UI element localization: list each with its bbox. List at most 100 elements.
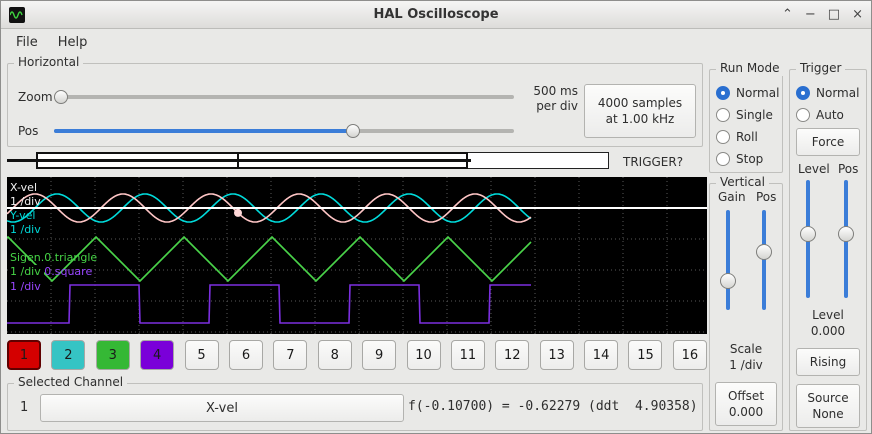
scope-canvas	[6, 177, 707, 334]
triangle-trace	[6, 235, 532, 283]
maximize-icon[interactable]: □	[827, 6, 841, 22]
zoom-slider[interactable]	[54, 90, 514, 104]
per-div-line1: 500 ms	[533, 84, 578, 98]
samples-line2: at 1.00 kHz	[605, 112, 675, 126]
selected-channel-group: Selected Channel 1 X-vel f(-0.10700) = -…	[7, 375, 703, 431]
trigger-level-slider[interactable]	[800, 180, 816, 298]
title-bar: HAL Oscilloscope ⌃ − □ ×	[1, 1, 871, 29]
radio-selected-icon	[796, 86, 810, 100]
trigger-mode-option-label: Normal	[816, 86, 860, 100]
radio-selected-icon	[716, 86, 730, 100]
run-mode-option-label: Stop	[736, 152, 764, 166]
trigger-mode-option-auto[interactable]: Auto	[796, 104, 859, 126]
vertical-group-title: Vertical	[716, 175, 769, 190]
radio-unselected-icon	[716, 152, 730, 166]
scope-label: 1 /div	[10, 195, 41, 208]
pos-slider-fill	[54, 129, 354, 133]
offset-button[interactable]: Offset 0.000	[715, 382, 777, 426]
run-mode-option-normal[interactable]: Normal	[716, 82, 779, 104]
run-mode-title: Run Mode	[716, 61, 784, 76]
vertical-pos-slider[interactable]	[756, 210, 772, 310]
selected-channel-number: 1	[20, 400, 29, 415]
selected-channel-title: Selected Channel	[14, 375, 128, 390]
vertical-pos-slider-groove	[762, 210, 766, 310]
zoom-slider-handle[interactable]	[54, 90, 68, 104]
vertical-pos-slider-handle[interactable]	[756, 243, 772, 260]
radio-unselected-icon	[796, 108, 810, 122]
run-mode-option-single[interactable]: Single	[716, 104, 779, 126]
rising-button[interactable]: Rising	[796, 348, 860, 376]
scope-label: Sigen.0.triangle	[10, 251, 98, 264]
gain-slider[interactable]	[720, 210, 736, 310]
minimize-icon[interactable]: −	[804, 6, 816, 22]
channel-button-7[interactable]: 7	[273, 340, 308, 370]
gain-slider-groove	[726, 210, 730, 310]
offset-button-line1: Offset	[727, 389, 765, 403]
trigger-question-label: TRIGGER?	[623, 155, 684, 169]
scope-label: 1 /div	[10, 280, 41, 293]
channel-name-button[interactable]: X-vel	[40, 394, 404, 422]
square-trace	[7, 284, 531, 324]
channel-button-8[interactable]: 8	[317, 340, 352, 370]
menu-file[interactable]: File	[16, 34, 38, 50]
gain-label: Gain	[718, 190, 746, 204]
pos-slider[interactable]	[54, 124, 514, 138]
trigger-level-readout-label: Level	[812, 308, 844, 322]
channel-button-row: 1 2 3 4 5 6 7 8 9 10 11 12 13 14 15 16	[7, 340, 707, 371]
trigger-position-marker[interactable]	[237, 152, 239, 169]
close-icon[interactable]: ×	[852, 6, 863, 22]
pos-slider-handle[interactable]	[346, 124, 361, 138]
samples-button[interactable]: 4000 samples at 1.00 kHz	[584, 84, 696, 138]
trigger-pos-slider-handle[interactable]	[838, 225, 854, 242]
menu-bar: File Help	[1, 29, 871, 55]
channel-button-2[interactable]: 2	[51, 340, 86, 370]
channel-button-13[interactable]: 13	[539, 340, 574, 370]
trigger-mode-options: Normal Auto	[796, 82, 859, 126]
channel-button-10[interactable]: 10	[406, 340, 441, 370]
channel-button-6[interactable]: 6	[228, 340, 263, 370]
channel-button-11[interactable]: 11	[450, 340, 485, 370]
channel-button-9[interactable]: 9	[362, 340, 397, 370]
channel-button-15[interactable]: 15	[628, 340, 663, 370]
source-button[interactable]: Source None	[796, 384, 860, 428]
scope-label: Y-vel	[10, 209, 36, 222]
run-mode-option-stop[interactable]: Stop	[716, 148, 779, 170]
menu-help[interactable]: Help	[57, 34, 88, 50]
run-mode-options: Normal Single Roll Stop	[716, 82, 779, 170]
trigger-pos-label: Pos	[838, 162, 859, 176]
shade-icon[interactable]: ⌃	[781, 6, 793, 22]
pos-label: Pos	[18, 124, 39, 138]
trigger-mode-option-label: Auto	[816, 108, 844, 122]
gain-slider-handle[interactable]	[720, 273, 736, 289]
channel-button-5[interactable]: 5	[184, 340, 219, 370]
radio-unselected-icon	[716, 130, 730, 144]
samples-line1: 4000 samples	[597, 96, 683, 110]
run-mode-group: Run Mode Normal Single Roll Stop	[709, 61, 784, 173]
channel-value-readout: f(-0.10700) = -0.62279 (ddt 4.90358)	[408, 399, 698, 414]
trigger-group: Trigger Normal Auto Force Level Pos Level…	[789, 61, 867, 431]
per-div-line2: per div	[536, 99, 578, 113]
channel-button-1[interactable]: 1	[7, 340, 41, 370]
channel-button-3[interactable]: 3	[95, 340, 130, 370]
window-controls: ⌃ − □ ×	[782, 7, 863, 23]
trigger-level-slider-handle[interactable]	[800, 225, 816, 242]
run-mode-option-roll[interactable]: Roll	[716, 126, 779, 148]
run-mode-option-label: Normal	[736, 86, 780, 100]
source-button-line2: None	[812, 407, 844, 421]
scale-label: Scale	[729, 342, 763, 356]
channel-button-14[interactable]: 14	[584, 340, 619, 370]
scope-label: 1 /div	[10, 223, 41, 236]
scope-label: 1 /div	[10, 265, 44, 278]
scale-value: 1 /div	[729, 358, 763, 372]
scope-display: X-vel 1 /div Y-vel 1 /div Sigen.0.triangle Si…	[6, 177, 707, 334]
force-button[interactable]: Force	[796, 128, 860, 156]
y-vel-trace	[6, 193, 532, 223]
trigger-mode-option-normal[interactable]: Normal	[796, 82, 859, 104]
channel-button-4[interactable]: 4	[140, 340, 175, 370]
trigger-pos-slider[interactable]	[838, 180, 854, 298]
trigger-level-label: Level	[798, 162, 830, 176]
vertical-group: Vertical Gain Pos Scale 1 /div Offset 0.…	[709, 175, 783, 431]
channel-button-12[interactable]: 12	[495, 340, 530, 370]
channel-button-16[interactable]: 16	[672, 340, 707, 370]
trigger-group-title: Trigger	[796, 61, 846, 76]
